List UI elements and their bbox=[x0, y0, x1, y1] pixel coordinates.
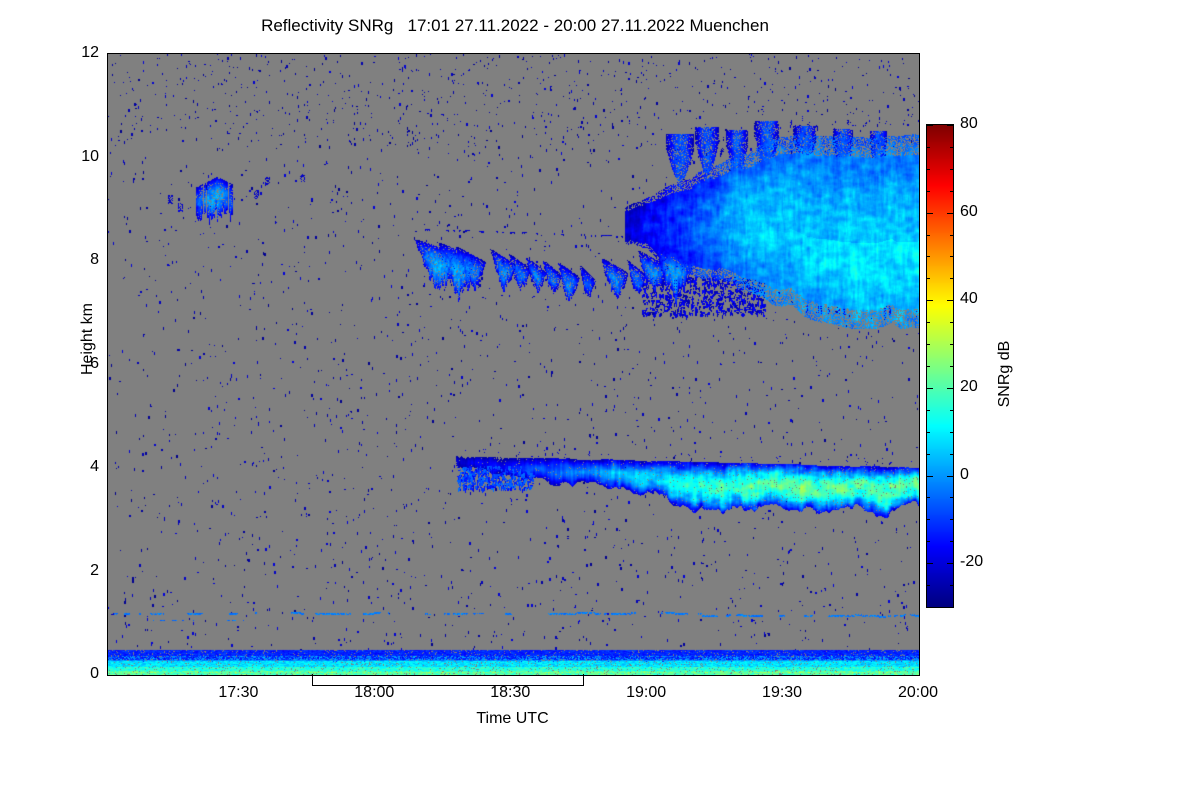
y-axis-ticklabel: 4 bbox=[90, 458, 99, 475]
y-axis-ticklabel: 8 bbox=[90, 251, 99, 268]
x-axis-ticklabel: 18:00 bbox=[354, 684, 395, 701]
y-axis-ticklabels: 0 2 4 6 8 10 12 bbox=[0, 44, 99, 682]
plot-area[interactable] bbox=[107, 53, 920, 676]
y-axis-ticklabel: 2 bbox=[90, 561, 99, 579]
x-axis-ticklabel: 20:00 bbox=[897, 684, 939, 701]
y-axis-ticklabel: 0 bbox=[90, 665, 99, 682]
x-axis-ticklabel: 19:30 bbox=[762, 684, 803, 701]
colorbar-title: SNRg dB bbox=[996, 340, 1013, 408]
reflectivity-heatmap bbox=[108, 54, 919, 675]
colorbar-ticklabel: 80 bbox=[960, 115, 978, 132]
y-axis-ticklabel: 10 bbox=[81, 147, 99, 165]
x-axis-ticklabel: 18:30 bbox=[490, 684, 531, 701]
x-axis-ticklabel: 19:00 bbox=[626, 684, 667, 701]
colorbar-ticklabel: 0 bbox=[960, 465, 969, 483]
sub-axis-annotation-box bbox=[312, 674, 584, 686]
x-axis-title: Time UTC bbox=[476, 710, 549, 727]
figure-title: Reflectivity SNRg 17:01 27.11.2022 - 20:… bbox=[261, 16, 769, 35]
colorbar-ticklabel: 60 bbox=[960, 202, 978, 220]
colorbar-ticklabels: -20 0 20 40 60 80 bbox=[960, 115, 1020, 606]
colorbar-ticklabel: -20 bbox=[960, 553, 984, 571]
colorbar bbox=[926, 124, 954, 608]
x-axis-ticklabel: 17:30 bbox=[218, 684, 259, 701]
y-axis-ticklabel: 6 bbox=[90, 354, 99, 372]
x-axis-ticklabels: 17:30 18:00 18:30 19:00 19:30 20:00 bbox=[107, 684, 938, 708]
y-axis-title: Height km bbox=[79, 302, 96, 376]
y-axis-ticklabel: 12 bbox=[81, 44, 99, 61]
colorbar-gradient bbox=[927, 125, 953, 607]
colorbar-ticklabel: 20 bbox=[960, 377, 978, 395]
colorbar-ticklabel: 40 bbox=[960, 290, 978, 308]
